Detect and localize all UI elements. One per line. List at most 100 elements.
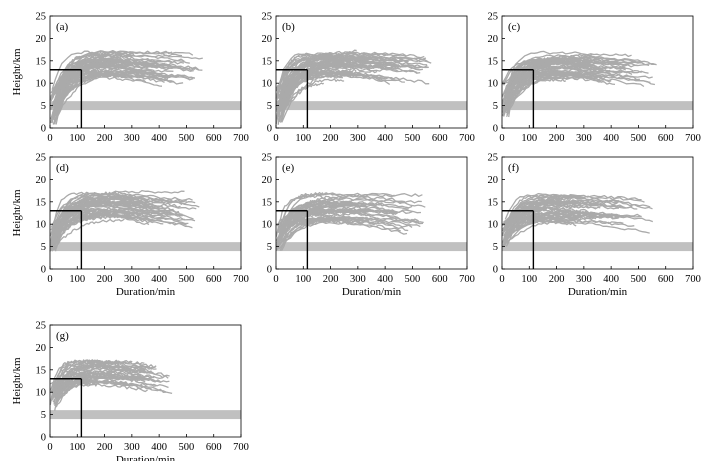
y-tick-label: 0 (267, 124, 272, 135)
panel-label: (d) (56, 162, 69, 174)
y-tick-label: 5 (493, 242, 498, 253)
x-tick-label: 400 (603, 133, 619, 144)
x-tick-label: 100 (521, 133, 537, 144)
plot-frame (49, 156, 242, 270)
trajectory-line (50, 374, 170, 385)
x-tick-label: 400 (377, 133, 393, 144)
y-tick-label: 20 (488, 175, 499, 186)
x-tick-label: 300 (350, 133, 366, 144)
y-tick-label: 5 (267, 242, 272, 253)
panel-c: 0 5 10 15 20 25 0 100 200 300 400 500 600 700 (c) (488, 12, 701, 145)
x-tick-label: 100 (521, 274, 537, 285)
x-tick-label: 300 (576, 274, 592, 285)
panel-label: (g) (56, 330, 69, 342)
x-tick-label: 300 (124, 133, 140, 144)
x-axis-title: Duration/min (342, 286, 402, 298)
shaded-band (502, 242, 693, 252)
x-tick-label: 500 (631, 133, 647, 144)
y-tick-label: 10 (36, 388, 47, 399)
trajectory-line (277, 193, 395, 242)
trajectory-line (505, 219, 624, 244)
y-tick-label: 25 (36, 321, 47, 332)
trajectory-line (505, 73, 610, 114)
trajectory-line (51, 361, 115, 390)
trajectory-line (275, 72, 363, 89)
panel-b: 0 5 10 15 20 25 0 100 200 300 400 500 600 700 (b) (262, 12, 475, 145)
x-tick-label: 200 (549, 133, 565, 144)
trajectory-line (55, 64, 194, 125)
x-tick-label: 0 (499, 274, 504, 285)
trajectory-line (505, 50, 632, 100)
y-tick-label: 10 (488, 79, 499, 90)
trajectories (49, 189, 200, 252)
x-tick-label: 700 (233, 274, 249, 285)
y-tick-label: 10 (262, 79, 273, 90)
y-tick-label: 5 (41, 242, 46, 253)
trajectory-line (53, 69, 137, 124)
trajectory-line (53, 49, 194, 108)
y-tick-label: 15 (262, 197, 273, 208)
y-tick-label: 15 (262, 56, 273, 67)
trajectory-line (276, 196, 348, 245)
trajectories (275, 49, 432, 125)
trajectory-line (278, 204, 338, 229)
y-tick-label: 20 (488, 34, 499, 45)
x-tick-label: 0 (273, 274, 278, 285)
plot-frame (49, 324, 242, 438)
y-tick-label: 25 (262, 12, 273, 23)
shaded-band (276, 242, 467, 252)
trajectory-line (280, 203, 372, 233)
x-axis-title: Duration/min (568, 286, 628, 298)
trajectory-line (55, 365, 153, 408)
y-tick-label: 25 (488, 153, 499, 164)
trajectory-line (280, 218, 377, 252)
trajectory-line (50, 191, 153, 240)
trajectory-line (506, 76, 616, 103)
shaded-band (50, 410, 241, 420)
x-tick-label: 700 (233, 133, 249, 144)
x-tick-label: 700 (685, 133, 701, 144)
y-tick-label: 25 (36, 153, 47, 164)
y-tick-label: 15 (36, 365, 47, 376)
trajectory-line (280, 53, 324, 106)
x-tick-label: 100 (69, 133, 85, 144)
y-tick-label: 15 (488, 56, 499, 67)
trajectory-line (502, 59, 626, 84)
plot-frame (275, 156, 468, 270)
trajectory-line (281, 64, 422, 118)
y-tick-label: 15 (36, 197, 47, 208)
x-tick-label: 700 (233, 442, 249, 453)
plot-frame (49, 15, 242, 129)
y-tick-label: 20 (36, 175, 47, 186)
y-tick-label: 5 (41, 410, 46, 421)
trajectory-line (54, 54, 162, 93)
x-axis-title: Duration/min (116, 454, 176, 461)
x-tick-label: 400 (377, 274, 393, 285)
x-tick-label: 100 (295, 133, 311, 144)
trajectory-line (279, 216, 409, 238)
y-tick-label: 5 (41, 101, 46, 112)
plot-frame (501, 156, 694, 270)
trajectory-line (55, 383, 148, 397)
panel-g: 0 5 10 15 20 25 0 100 200 300 400 500 600 700 (g) Heigh… (11, 321, 249, 461)
y-tick-label: 0 (493, 124, 498, 135)
trajectory-line (54, 213, 135, 237)
x-tick-label: 300 (576, 133, 592, 144)
x-tick-label: 0 (273, 133, 278, 144)
shaded-band (50, 242, 241, 252)
x-tick-label: 300 (350, 274, 366, 285)
trajectory-line (55, 66, 163, 101)
x-tick-label: 0 (47, 133, 52, 144)
y-tick-label: 5 (267, 101, 272, 112)
x-tick-label: 200 (97, 133, 113, 144)
trajectories (49, 359, 173, 411)
x-tick-label: 600 (432, 274, 448, 285)
shaded-band (50, 101, 241, 111)
trajectory-line (49, 192, 117, 237)
trajectory-line (55, 368, 170, 405)
x-axis-title: Duration/min (116, 286, 176, 298)
x-tick-label: 600 (206, 442, 222, 453)
x-tick-label: 0 (499, 133, 504, 144)
trajectory-line (53, 379, 127, 390)
trajectory-line (505, 71, 608, 87)
